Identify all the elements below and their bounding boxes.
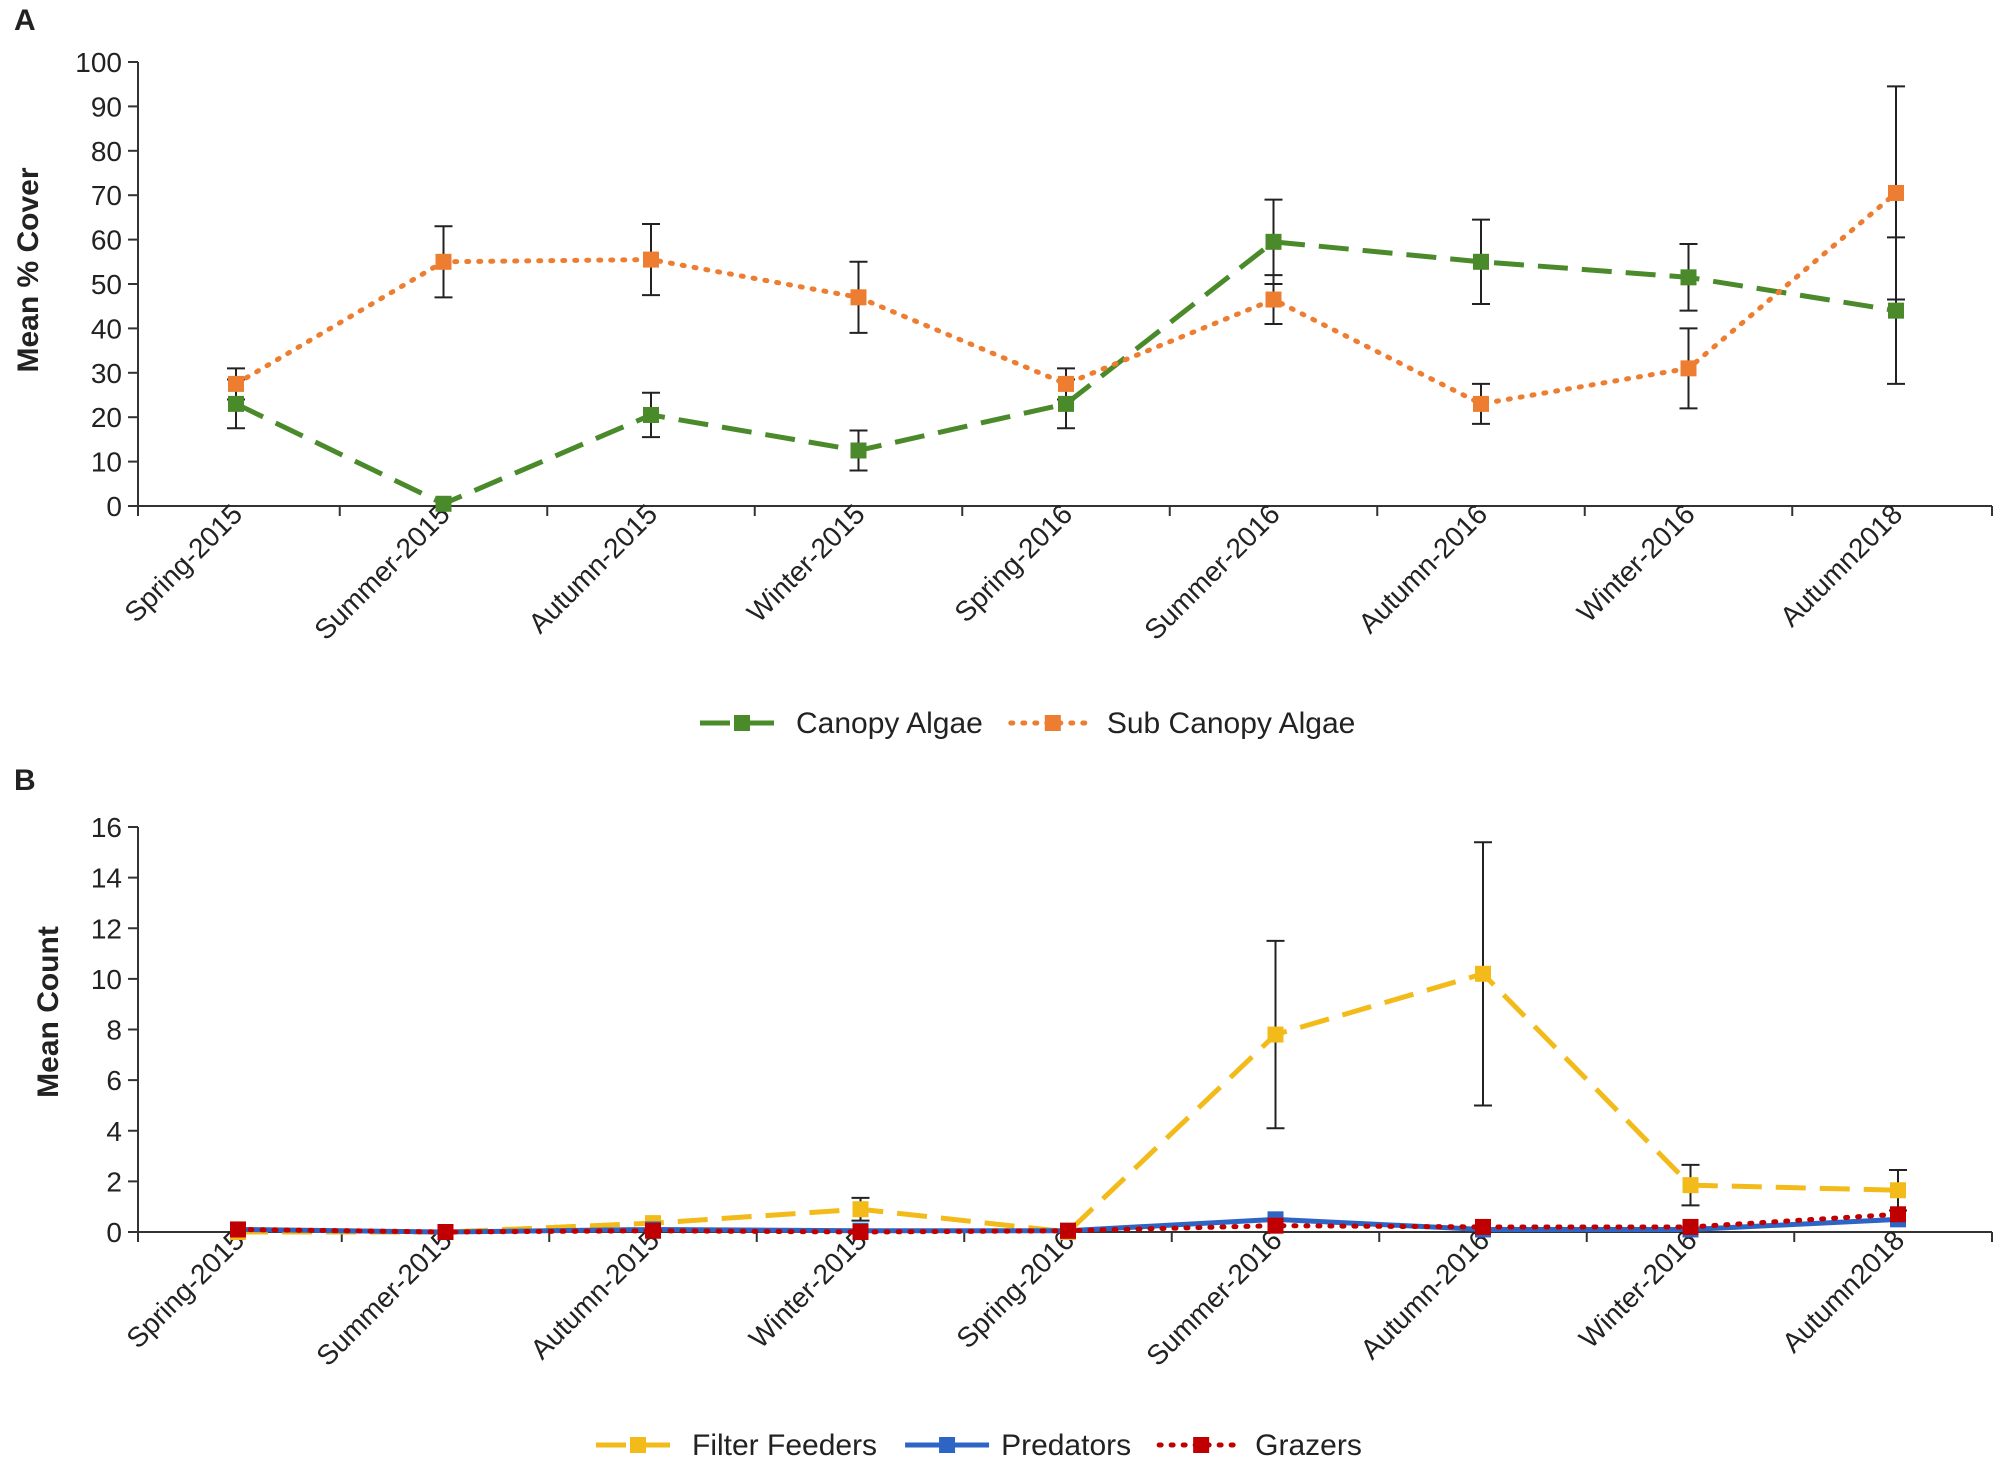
data-point-grazers: [645, 1222, 661, 1239]
data-point-sub-canopy-algae: [1058, 375, 1074, 392]
data-point-filter-feeders: [1267, 1026, 1284, 1043]
y-tick-label: 10: [91, 964, 122, 995]
x-tick-label: Summer-2016: [1140, 1224, 1287, 1371]
data-point-filter-feeders: [1682, 1177, 1699, 1194]
y-tick-label: 12: [91, 913, 122, 944]
data-point-sub-canopy-algae: [1680, 360, 1697, 377]
data-point-grazers: [1475, 1218, 1491, 1235]
data-point-canopy-algae: [1265, 233, 1282, 250]
data-point-grazers: [437, 1224, 454, 1240]
x-tick-label: Autumn2018: [1776, 1224, 1910, 1358]
y-tick-label: 4: [106, 1116, 122, 1147]
legend-label: Canopy Algae: [796, 707, 983, 740]
data-point-grazers: [1060, 1222, 1076, 1239]
series-line-sub-canopy-algae: [233, 190, 1899, 407]
x-tick-label: Autumn-2015: [522, 498, 663, 639]
y-axis-label: Mean Count: [32, 926, 65, 1098]
data-point-sub-canopy-algae: [643, 251, 659, 268]
x-tick-label: Autumn-2016: [1354, 1224, 1495, 1365]
data-point-sub-canopy-algae: [228, 375, 244, 392]
data-point-canopy-algae: [1058, 395, 1074, 412]
x-tick-label: Winter-2016: [1571, 498, 1701, 628]
x-tick-label: Winter-2016: [1573, 1224, 1703, 1354]
data-point-canopy-algae: [228, 395, 244, 412]
x-tick-label: Spring-2016: [948, 498, 1078, 628]
legend-swatch-marker: [1044, 715, 1061, 731]
data-point-filter-feeders: [852, 1201, 869, 1218]
y-tick-label: 50: [91, 269, 122, 300]
y-tick-label: 0: [106, 491, 122, 522]
panel-label: B: [14, 764, 36, 797]
legend-item-predators: Predators: [905, 1429, 1131, 1462]
x-tick-label: Winter-2015: [741, 498, 871, 628]
data-point-canopy-algae: [435, 495, 452, 512]
data-point-sub-canopy-algae: [850, 289, 867, 306]
data-point-sub-canopy-algae: [1473, 395, 1489, 412]
data-point-grazers: [852, 1224, 869, 1240]
y-tick-label: 0: [106, 1217, 122, 1248]
y-tick-label: 2: [106, 1166, 122, 1197]
data-point-canopy-algae: [1680, 269, 1697, 286]
data-point-sub-canopy-algae: [435, 253, 452, 270]
legend-label: Predators: [1001, 1429, 1131, 1462]
x-tick-label: Summer-2015: [310, 1224, 457, 1371]
y-tick-label: 70: [91, 180, 122, 211]
legend-item-sub-canopy-algae: Sub Canopy Algae: [1008, 707, 1356, 740]
y-tick-label: 40: [91, 313, 122, 344]
x-tick-label: Summer-2015: [308, 498, 455, 645]
legend-swatch-marker: [734, 715, 750, 731]
x-tick-label: Spring-2015: [120, 1224, 250, 1354]
y-tick-label: 20: [91, 402, 122, 433]
y-tick-label: 8: [106, 1015, 122, 1046]
x-tick-label: Winter-2015: [743, 1224, 873, 1354]
y-tick-label: 16: [91, 812, 122, 843]
legend-item-canopy-algae: Canopy Algae: [700, 707, 983, 740]
data-point-grazers: [230, 1221, 246, 1238]
legend-item-grazers: Grazers: [1156, 1429, 1362, 1462]
x-tick-label: Autumn-2015: [524, 1224, 665, 1365]
y-tick-label: 30: [91, 358, 122, 389]
y-tick-label: 6: [106, 1065, 122, 1096]
y-tick-label: 90: [91, 91, 122, 122]
x-tick-label: Spring-2015: [118, 498, 248, 628]
data-point-canopy-algae: [643, 406, 659, 423]
data-point-grazers: [1682, 1218, 1699, 1235]
x-tick-label: Autumn2018: [1774, 498, 1908, 632]
y-tick-label: 14: [91, 863, 122, 894]
legend-label: Grazers: [1255, 1429, 1362, 1462]
data-point-canopy-algae: [1888, 302, 1904, 319]
y-tick-label: 10: [91, 447, 122, 478]
x-tick-label: Spring-2016: [950, 1224, 1080, 1354]
legend-label: Filter Feeders: [692, 1429, 877, 1462]
data-point-grazers: [1267, 1217, 1284, 1234]
series-line-filter-feeders: [238, 970, 1899, 1235]
legend-label: Sub Canopy Algae: [1107, 707, 1356, 740]
data-point-sub-canopy-algae: [1888, 184, 1904, 201]
legend-swatch-marker: [630, 1437, 646, 1453]
legend-item-filter-feeders: Filter Feeders: [596, 1429, 877, 1462]
x-tick-label: Autumn-2016: [1352, 498, 1493, 639]
x-tick-label: Summer-2016: [1138, 498, 1285, 645]
y-tick-label: 80: [91, 136, 122, 167]
data-point-canopy-algae: [850, 442, 867, 459]
data-point-filter-feeders: [1890, 1182, 1906, 1199]
panel-label: A: [14, 4, 36, 37]
legend-swatch-marker: [1193, 1437, 1210, 1453]
y-axis-label: Mean % Cover: [12, 167, 45, 372]
y-tick-label: 100: [75, 47, 122, 78]
data-point-grazers: [1890, 1206, 1906, 1223]
y-tick-label: 60: [91, 225, 122, 256]
panel-b: B 0 2 4 6 8 10 12 14 16 Spring-2015 Summer-2015 Autu…: [14, 764, 1993, 1462]
panel-a: A 0 10 20 30 40 50 60 70 80 90 100 Spring-2015 Summer…: [12, 4, 1993, 740]
data-point-sub-canopy-algae: [1265, 291, 1282, 308]
data-point-canopy-algae: [1473, 253, 1489, 270]
data-point-filter-feeders: [1475, 965, 1491, 982]
legend-swatch-marker: [939, 1437, 956, 1453]
